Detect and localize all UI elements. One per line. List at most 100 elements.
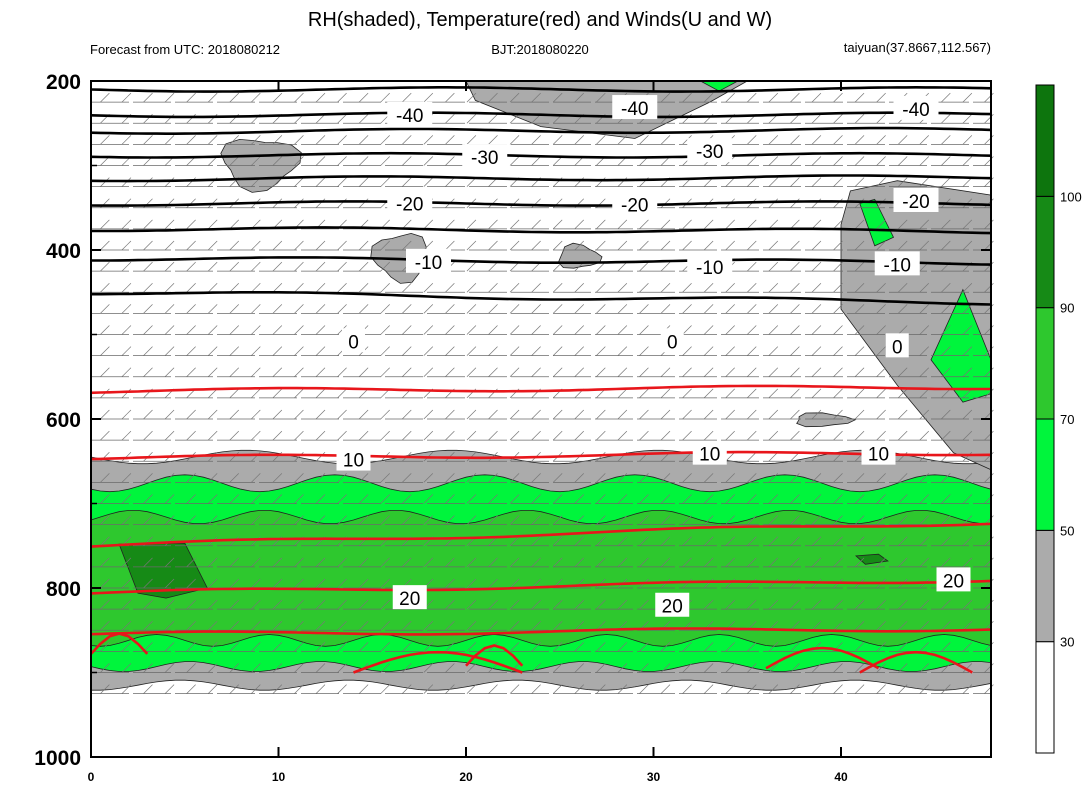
- wind-barb: [941, 536, 951, 546]
- wind-barb: [143, 240, 153, 251]
- isotherm-20-arc: [90, 632, 149, 655]
- wind-barb: [143, 515, 153, 525]
- wind-barb: [897, 219, 908, 230]
- wind-barb: [682, 578, 692, 589]
- wind-barb: [682, 388, 692, 399]
- y-tick-label: 800: [46, 578, 81, 601]
- wind-barb: [596, 536, 606, 546]
- wind-barb: [574, 283, 584, 293]
- wind-barb: [747, 325, 757, 335]
- wind-barb: [531, 494, 541, 504]
- wind-barb: [380, 325, 390, 335]
- wind-barb: [682, 642, 692, 652]
- wind-barb: [315, 261, 326, 272]
- wind-barb: [207, 452, 218, 462]
- wind-barb: [100, 621, 110, 631]
- wind-barb: [186, 346, 196, 356]
- wind-barb: [790, 663, 800, 673]
- wind-barb: [876, 346, 886, 356]
- wind-barb: [682, 515, 692, 525]
- wind-barb: [423, 684, 434, 694]
- wind-barb: [186, 578, 196, 589]
- wind-barb: [531, 409, 541, 420]
- wind-barb: [768, 557, 779, 568]
- wind-barb: [941, 304, 951, 314]
- wind-barb: [682, 325, 692, 335]
- wind-barb: [509, 430, 520, 441]
- wind-barb: [509, 599, 520, 610]
- wind-barb: [121, 515, 132, 525]
- wind-barb: [660, 515, 671, 525]
- wind-barb: [596, 304, 606, 314]
- wind-barb: [337, 156, 347, 166]
- wind-barb: [402, 430, 412, 441]
- wind-barb: [919, 494, 929, 504]
- wind-barb: [962, 240, 973, 251]
- wind-barb: [100, 261, 110, 272]
- wind-barb: [725, 473, 735, 483]
- wind-barb: [229, 135, 239, 145]
- wind-barb: [768, 642, 779, 652]
- wind-barb: [596, 599, 606, 610]
- wind-barb: [725, 663, 735, 673]
- wind-barb: [747, 642, 757, 652]
- wind-barb: [962, 409, 973, 420]
- wind-barb: [617, 367, 628, 377]
- wind-barb: [186, 642, 196, 652]
- wind-barb: [251, 325, 261, 335]
- wind-barb: [229, 430, 239, 441]
- wind-barb: [747, 304, 757, 314]
- wind-barb: [919, 430, 929, 441]
- wind-barb: [811, 621, 822, 631]
- wind-barb: [466, 114, 477, 124]
- isotherm-label-bg: [387, 190, 433, 215]
- wind-barb: [251, 663, 261, 673]
- wind-barb: [531, 325, 541, 335]
- wind-barb: [811, 219, 822, 230]
- wind-barb: [660, 494, 671, 504]
- wind-barb: [402, 325, 412, 335]
- wind-barb: [703, 409, 714, 420]
- wind-barb: [272, 642, 283, 652]
- wind-barb: [897, 304, 908, 314]
- wind-barb: [315, 304, 326, 314]
- wind-barb: [962, 494, 973, 504]
- wind-barb: [402, 240, 412, 251]
- wind-barb: [294, 515, 304, 525]
- wind-barb: [294, 621, 304, 631]
- wind-barb: [833, 409, 843, 420]
- wind-barb: [294, 599, 304, 610]
- wind-barb: [294, 430, 304, 441]
- wind-barb: [768, 325, 779, 335]
- wind-barb: [445, 621, 455, 631]
- wind-barb: [466, 367, 477, 377]
- wind-barb: [294, 261, 304, 272]
- wind-barb: [207, 578, 218, 589]
- wind-barb: [100, 557, 110, 568]
- wind-barb: [703, 599, 714, 610]
- wind-barb: [100, 219, 110, 230]
- wind-barb: [790, 430, 800, 441]
- wind-barb: [229, 325, 239, 335]
- wind-barb: [164, 557, 175, 568]
- wind-barb: [790, 409, 800, 420]
- wind-barb: [725, 642, 735, 652]
- wind-barb: [121, 557, 132, 568]
- wind-barb: [768, 92, 779, 103]
- wind-barb: [574, 536, 584, 546]
- wind-barb: [402, 663, 412, 673]
- wind-barb: [703, 663, 714, 673]
- isotherm-label: -40: [396, 106, 423, 127]
- wind-barb: [488, 261, 498, 272]
- wind-barb: [315, 409, 326, 420]
- wind-barb: [833, 283, 843, 293]
- wind-barb: [574, 621, 584, 631]
- wind-barb: [897, 599, 908, 610]
- wind-barb: [186, 219, 196, 230]
- colorbar-band: [1035, 529, 1055, 643]
- wind-barb: [315, 684, 326, 694]
- wind-barb: [919, 536, 929, 546]
- wind-barb: [639, 325, 649, 335]
- wind-barb: [423, 219, 434, 230]
